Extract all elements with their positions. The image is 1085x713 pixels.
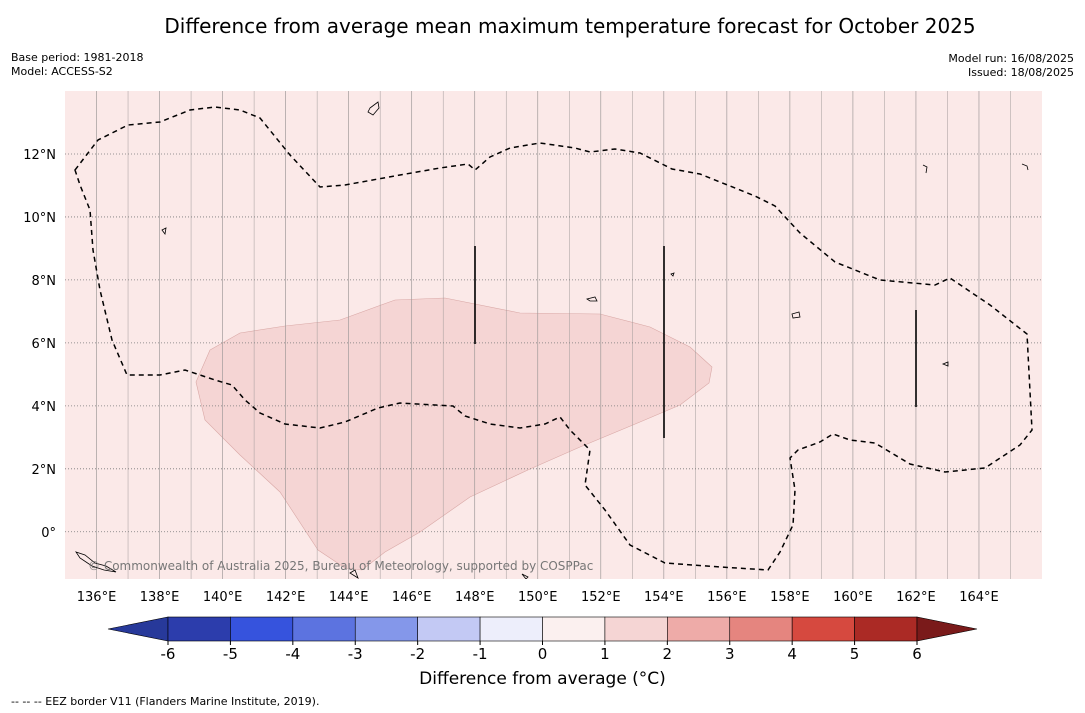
model-text: Model: ACCESS-S2 bbox=[11, 65, 113, 78]
colorbar-tick-label: 5 bbox=[850, 645, 860, 663]
meta-right: Model run: 16/08/2025 Issued: 18/08/2025 bbox=[948, 52, 1074, 80]
longitude-tick-label: 162°E bbox=[896, 590, 936, 605]
colorbar-tick-label: 2 bbox=[663, 645, 673, 663]
longitude-tick-label: 152°E bbox=[581, 590, 621, 605]
eez-border bbox=[74, 106, 1033, 571]
longitude-tick-label: 136°E bbox=[77, 590, 117, 605]
longitude-labels: 136°E 138°E 140°E 142°E 144°E 146°E 148°E 150°E… bbox=[77, 590, 999, 605]
legend-footnote: -- -- -- EEZ border V11 (Flanders Marine… bbox=[11, 695, 320, 708]
colorbar-segment bbox=[791, 616, 855, 642]
colorbar-extend-low bbox=[107, 616, 169, 642]
longitude-tick-label: 156°E bbox=[707, 590, 747, 605]
colorbar-tick-label: 3 bbox=[725, 645, 735, 663]
map-title: Difference from average mean maximum tem… bbox=[164, 14, 976, 38]
longitude-tick-label: 144°E bbox=[329, 590, 369, 605]
colorbar-segment bbox=[729, 616, 793, 642]
latitude-tick-label: 8°N bbox=[32, 274, 57, 289]
model-run-text: Model run: 16/08/2025 bbox=[948, 52, 1074, 65]
meta-left: Base period: 1981-2018 Model: ACCESS-S2 bbox=[11, 51, 143, 79]
longitude-tick-label: 148°E bbox=[455, 590, 495, 605]
latitude-tick-label: 6°N bbox=[32, 337, 57, 352]
colorbar-tick-label: -3 bbox=[348, 645, 363, 663]
latitude-tick-label: 2°N bbox=[32, 463, 57, 478]
colorbar-segment bbox=[854, 616, 918, 642]
colorbar-segment bbox=[479, 616, 543, 642]
colorbar-tick-label: -4 bbox=[285, 645, 300, 663]
colorbar-tick-label: -6 bbox=[161, 645, 176, 663]
colorbar-extend-high bbox=[916, 616, 978, 642]
colorbar-tick-label: 6 bbox=[912, 645, 922, 663]
island-outlines bbox=[75, 101, 1029, 579]
longitude-tick-label: 158°E bbox=[770, 590, 810, 605]
colorbar-segment bbox=[667, 616, 731, 642]
longitude-tick-label: 138°E bbox=[140, 590, 180, 605]
colorbar-tick-label: 0 bbox=[538, 645, 548, 663]
colorbar bbox=[107, 616, 978, 642]
colorbar-tick-label: -1 bbox=[473, 645, 488, 663]
colorbar-segment bbox=[417, 616, 481, 642]
latitude-tick-label: 10°N bbox=[23, 211, 56, 226]
colorbar-segment bbox=[167, 616, 231, 642]
longitude-tick-label: 142°E bbox=[266, 590, 306, 605]
colorbar-segment bbox=[354, 616, 418, 642]
longitude-tick-label: 150°E bbox=[518, 590, 558, 605]
colorbar-label: Difference from average (°C) bbox=[419, 669, 666, 689]
copyright-text: © Commonwealth of Australia 2025, Bureau… bbox=[88, 559, 593, 573]
latitude-tick-label: 0° bbox=[41, 526, 56, 541]
colorbar-tick-label: 4 bbox=[787, 645, 797, 663]
colorbar-ticks: -6 -5 -4 -3 -2 -1 0 1 2 3 4 5 6 bbox=[161, 641, 922, 663]
base-period-text: Base period: 1981-2018 bbox=[11, 51, 144, 64]
longitude-tick-label: 140°E bbox=[203, 590, 243, 605]
colorbar-segment bbox=[292, 616, 356, 642]
latitude-labels: 12°N 10°N 8°N 6°N 4°N 2°N 0° bbox=[23, 148, 56, 541]
colorbar-tick-label: -2 bbox=[410, 645, 425, 663]
colorbar-tick-label: -5 bbox=[223, 645, 238, 663]
colorbar-segment bbox=[230, 616, 294, 642]
longitude-tick-label: 160°E bbox=[833, 590, 873, 605]
longitude-tick-label: 154°E bbox=[644, 590, 684, 605]
latitude-tick-label: 4°N bbox=[32, 400, 57, 415]
colorbar-segment bbox=[542, 616, 606, 642]
colorbar-segment bbox=[604, 616, 668, 642]
longitude-tick-label: 146°E bbox=[392, 590, 432, 605]
colorbar-tick-label: 1 bbox=[600, 645, 610, 663]
longitude-tick-label: 164°E bbox=[959, 590, 999, 605]
latitude-tick-label: 12°N bbox=[23, 148, 56, 163]
issued-text: Issued: 18/08/2025 bbox=[967, 66, 1074, 79]
